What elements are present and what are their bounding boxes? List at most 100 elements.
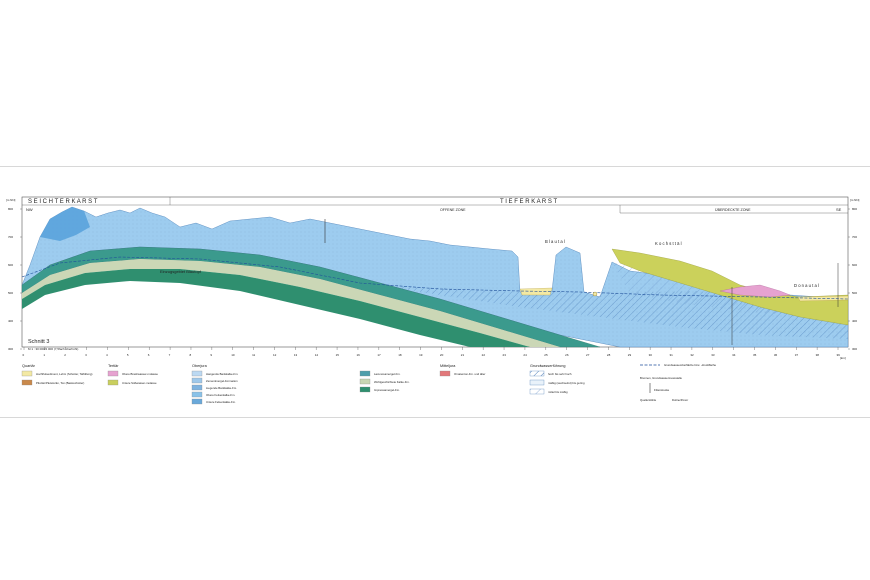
se-label: SE	[836, 207, 842, 212]
legend: Quartär Hochflutsediment, Lehm (Schotter…	[21, 363, 717, 405]
legend-quartaer-title: Quartär	[22, 364, 36, 368]
km-tick-label: 29	[628, 353, 632, 357]
km-tick-label: 14	[315, 353, 319, 357]
legend-gw-2: mäßig (wechselnd) bis gering	[548, 381, 585, 385]
elev-tick-label: 500	[8, 291, 13, 295]
shallow-karst-title: S E I C H T E R K A R S T	[28, 199, 98, 205]
legend-gw-title: Grundwasserführung	[530, 364, 565, 368]
km-tick-label: 19	[419, 353, 423, 357]
legend-oj-item: Untere Felsenkalke-Fm.	[206, 400, 236, 404]
elev-tick-label: 600	[852, 263, 857, 267]
shallow-karst-upper-unit	[40, 207, 90, 241]
deep-karst-title: T I E F E R K A R S T	[500, 199, 557, 205]
km-tick-label: 25	[544, 353, 548, 357]
km-tick-label: 26	[565, 353, 569, 357]
km-tick-label: 20	[440, 353, 444, 357]
lower-freshwater-molasse	[611, 248, 849, 326]
profile-scale: M 1 : 30 000/4 000 (7,5fach überhöht)	[28, 347, 78, 351]
legend-spring: Quelle/Höhle	[640, 398, 657, 402]
km-tick-label: 35	[753, 353, 757, 357]
km-tick-label: 12	[273, 353, 277, 357]
km-tick-label: 3	[85, 353, 87, 357]
cross-section-svg: S E I C H T E R K A R S T T I E F E R K …	[6, 196, 859, 405]
elev-tick-label: 700	[8, 235, 13, 239]
legend-mj2-1: Ornatenton-Fm. und älter	[454, 372, 485, 376]
elev-tick-label: 800	[852, 207, 857, 211]
legend-gw-1: hoch bis sehr hoch	[548, 372, 572, 376]
km-tick-label: 30	[649, 353, 653, 357]
upper-brackish-molasse	[719, 284, 791, 298]
km-tick-label: 7	[169, 353, 171, 357]
legend-sym-3: Filterstrecke	[654, 388, 670, 392]
legend-gw-3: mittel bis mäßig	[548, 390, 568, 394]
km-tick-label: 33	[711, 353, 715, 357]
km-tick-label: 38	[816, 353, 820, 357]
km-tick-label: 31	[670, 353, 674, 357]
km-unit: [km]	[840, 356, 846, 360]
elev-tick-label: 500	[852, 291, 857, 295]
nw-label: NW	[26, 207, 33, 212]
km-tick-label: 37	[795, 353, 799, 357]
km-tick-label: 2	[64, 353, 66, 357]
legend-t-2: Untere Süßwasser-molasse	[122, 381, 157, 385]
km-tick-label: 5	[127, 353, 129, 357]
impressamergel-band	[21, 246, 601, 348]
km-tick-label: 36	[774, 353, 778, 357]
kochsttal-label: K o c h s t t ä l	[655, 241, 682, 246]
km-tick-label: 39	[837, 353, 841, 357]
legend-mj-item: Lacunosamergel-Fm.	[374, 372, 401, 376]
geologic-cross-section-sheet: S E I C H T E R K A R S T T I E F E R K …	[0, 166, 870, 418]
km-axis: 0 1 2 3 4 5 6 7 8 9 10 11 12 13 14 15 16 17 18 19 20 21 22 23 24…	[23, 347, 841, 357]
lacunosamergel-band	[22, 269, 530, 347]
legend-q-1: Hochflutsediment, Lehm (Schotter, Talfül…	[36, 372, 92, 376]
km-tick-label: 16	[356, 353, 360, 357]
km-tick-label: 27	[586, 353, 590, 357]
elevation-axis: 800 800 700 700 600 600 500 500 400 400 300 300	[8, 207, 857, 351]
km-tick-label: 0	[23, 353, 25, 357]
elev-tick-label: 300	[852, 347, 857, 351]
elev-tick-label: 300	[8, 347, 13, 351]
km-tick-label: 21	[461, 353, 465, 357]
legend-doline: Doline/Ponor	[672, 398, 688, 402]
covered-zone-label: ÜBERDECKTE ZONE	[715, 208, 751, 212]
km-tick-label: 15	[336, 353, 340, 357]
elev-tick-label: 800	[8, 207, 13, 211]
km-tick-label: 1	[43, 353, 45, 357]
km-tick-label: 18	[398, 353, 402, 357]
km-tick-label: 22	[482, 353, 486, 357]
legend-oj-item: Obere Felsenkalke-Fm.	[206, 393, 235, 397]
profile-frame	[21, 196, 849, 348]
legend-oj-item: Liegende Bankkalke-Fm.	[206, 386, 237, 390]
spring-icon	[592, 291, 598, 297]
legend-oberjura-title: Oberjura	[192, 364, 208, 368]
legend-sym-2: Brunnen, Grundwassermessstelle	[640, 376, 682, 380]
legend-t-1: Obere Brackwasser-molasse	[122, 372, 158, 376]
km-tick-label: 28	[607, 353, 611, 357]
km-tick-label: 34	[732, 353, 736, 357]
km-tick-label: 11	[252, 353, 255, 357]
elev-tick-label: 400	[8, 319, 13, 323]
km-tick-label: 32	[690, 353, 694, 357]
km-tick-label: 13	[294, 353, 298, 357]
km-tick-label: 10	[231, 353, 235, 357]
open-zone-label: OFFENE ZONE	[440, 208, 466, 212]
groundwater-surface-line	[21, 256, 849, 300]
donautal-label: D o n a u t a l	[794, 283, 819, 288]
legend-oj-item: Hangende Bankkalke-Fm.	[206, 372, 239, 376]
elev-tick-label: 600	[8, 263, 13, 267]
legend-mj-item: Impressamergel-Fm.	[374, 388, 400, 392]
km-tick-label: 9	[210, 353, 212, 357]
elev-tick-label: 400	[852, 319, 857, 323]
elev-unit-right: [m NN]	[850, 198, 859, 202]
km-tick-label: 17	[377, 353, 381, 357]
blautal-label: B l a u t a l	[545, 239, 565, 244]
legend-mitteljura-title: Mitteljura	[440, 364, 456, 368]
legend-q-2: Pliozän/Pleistozän, Ton (Basisschotter)	[36, 381, 84, 385]
legend-mj-item: Wohlgeschichtete Kalke-Fm.	[374, 380, 410, 384]
km-tick-label: 23	[503, 353, 507, 357]
legend-tertiaer-title: Tertiär	[108, 364, 119, 368]
elev-tick-label: 700	[852, 235, 857, 239]
legend-sym-1: Grundwasseroberfläche bzw. -druckfläche	[664, 363, 717, 367]
catchment-label: Einzugsgebiet Blautopf	[160, 269, 202, 274]
profile-title: Schnitt 3	[28, 339, 49, 345]
